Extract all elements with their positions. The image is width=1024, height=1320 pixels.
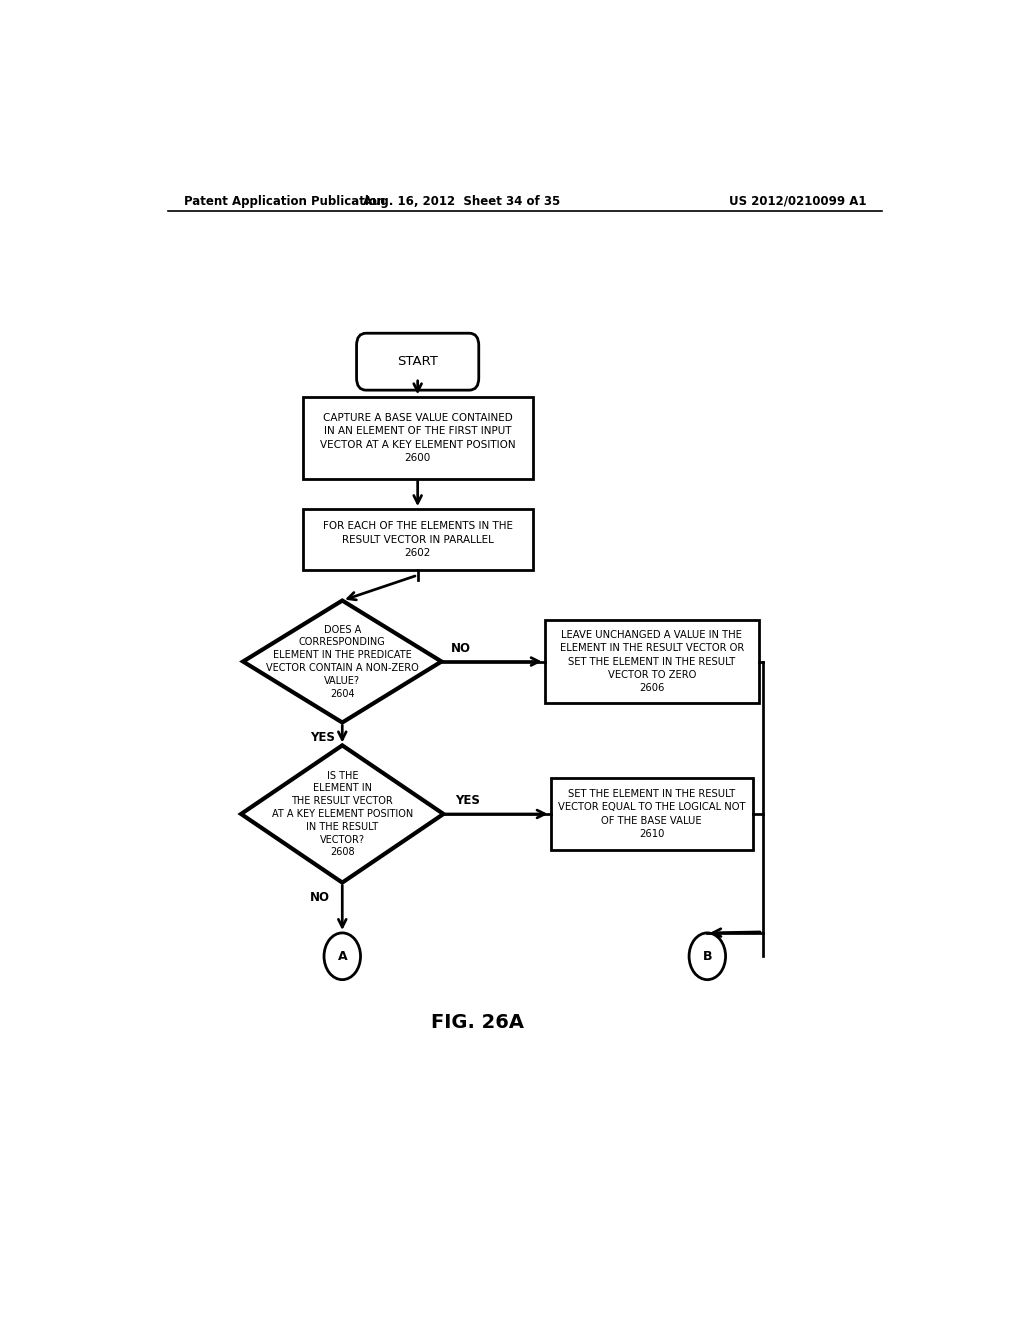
Circle shape bbox=[324, 933, 360, 979]
Text: DOES A
CORRESPONDING
ELEMENT IN THE PREDICATE
VECTOR CONTAIN A NON-ZERO
VALUE?
2: DOES A CORRESPONDING ELEMENT IN THE PRED… bbox=[266, 624, 419, 698]
Polygon shape bbox=[243, 601, 441, 722]
Bar bbox=[545, 620, 759, 704]
Bar bbox=[303, 397, 532, 479]
Text: NO: NO bbox=[452, 642, 471, 655]
Text: LEAVE UNCHANGED A VALUE IN THE
ELEMENT IN THE RESULT VECTOR OR
SET THE ELEMENT I: LEAVE UNCHANGED A VALUE IN THE ELEMENT I… bbox=[560, 630, 743, 693]
Bar bbox=[551, 779, 753, 850]
Text: SET THE ELEMENT IN THE RESULT
VECTOR EQUAL TO THE LOGICAL NOT
OF THE BASE VALUE
: SET THE ELEMENT IN THE RESULT VECTOR EQU… bbox=[558, 789, 745, 838]
Text: START: START bbox=[397, 355, 438, 368]
Polygon shape bbox=[241, 746, 443, 883]
Text: Aug. 16, 2012  Sheet 34 of 35: Aug. 16, 2012 Sheet 34 of 35 bbox=[362, 194, 560, 207]
Text: FOR EACH OF THE ELEMENTS IN THE
RESULT VECTOR IN PARALLEL
2602: FOR EACH OF THE ELEMENTS IN THE RESULT V… bbox=[323, 521, 513, 558]
Bar bbox=[303, 510, 532, 570]
Text: NO: NO bbox=[310, 891, 330, 904]
Text: IS THE
ELEMENT IN
THE RESULT VECTOR
AT A KEY ELEMENT POSITION
IN THE RESULT
VECT: IS THE ELEMENT IN THE RESULT VECTOR AT A… bbox=[271, 771, 413, 858]
Circle shape bbox=[689, 933, 726, 979]
FancyBboxPatch shape bbox=[356, 333, 479, 391]
Text: CAPTURE A BASE VALUE CONTAINED
IN AN ELEMENT OF THE FIRST INPUT
VECTOR AT A KEY : CAPTURE A BASE VALUE CONTAINED IN AN ELE… bbox=[319, 413, 515, 463]
Text: FIG. 26A: FIG. 26A bbox=[431, 1012, 523, 1032]
Text: YES: YES bbox=[310, 731, 335, 744]
Text: US 2012/0210099 A1: US 2012/0210099 A1 bbox=[728, 194, 866, 207]
Text: Patent Application Publication: Patent Application Publication bbox=[183, 194, 385, 207]
Text: YES: YES bbox=[455, 795, 479, 808]
Text: A: A bbox=[338, 950, 347, 962]
Text: B: B bbox=[702, 950, 712, 962]
